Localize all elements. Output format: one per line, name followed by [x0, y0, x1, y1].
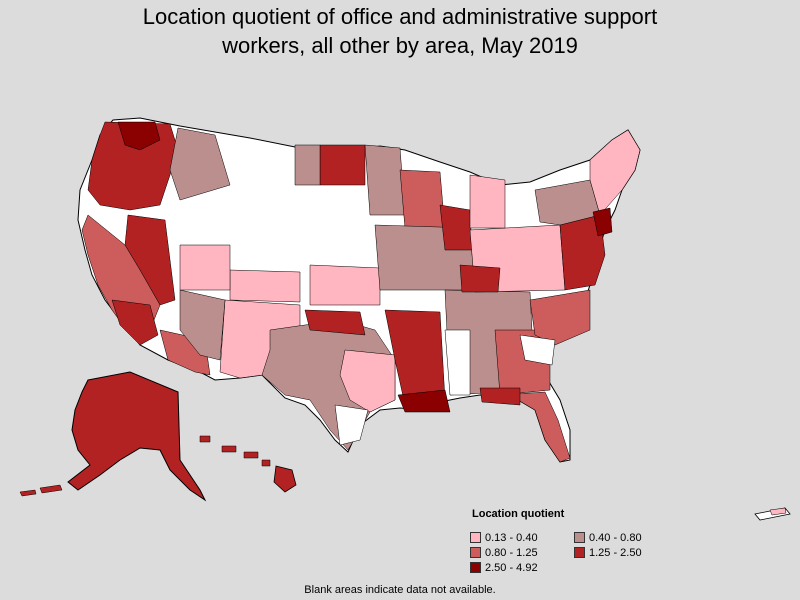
region-gulf-coast: [397, 389, 451, 413]
region-carolinas: [529, 289, 591, 346]
legend-swatch: [574, 547, 585, 558]
region-mississippi: [444, 329, 471, 396]
legend-item-0: 0.13 - 0.40: [470, 531, 574, 544]
region-new-england: [589, 129, 641, 216]
legend-label: 0.40 - 0.80: [589, 531, 642, 544]
region-florida-panhandle: [479, 387, 521, 406]
region-houston: [334, 404, 369, 446]
legend-item-1: 0.40 - 0.80: [574, 531, 684, 544]
legend-title: Location quotient: [472, 508, 565, 520]
legend-items: 0.13 - 0.40 0.40 - 0.80 0.80 - 1.25 1.25…: [470, 531, 690, 574]
region-arizona-central: [179, 289, 226, 361]
region-hawaii-big-island: [273, 465, 297, 493]
title-line-2: workers, all other by area, May 2019: [222, 33, 578, 58]
region-minnesota: [364, 144, 406, 216]
region-sc-inland: [519, 334, 556, 366]
region-alaska-islands: [19, 484, 63, 497]
region-kansas: [309, 264, 381, 306]
legend-label: 0.13 - 0.40: [485, 531, 538, 544]
legend-swatch: [470, 547, 481, 558]
region-michigan: [469, 174, 506, 229]
legend: Location quotient 0.13 - 0.40 0.40 - 0.8…: [470, 508, 690, 574]
region-north-dakota-east: [319, 144, 366, 186]
region-puerto-rico-metro: [769, 507, 787, 516]
region-florida: [499, 391, 571, 463]
region-oklahoma: [304, 309, 366, 336]
region-colorado: [229, 269, 301, 303]
legend-swatch: [470, 532, 481, 543]
legend-item-4: 2.50 - 4.92: [470, 561, 574, 574]
blank-areas-note: Blank areas indicate data not available.: [304, 584, 496, 596]
legend-label: 1.25 - 2.50: [589, 546, 642, 559]
region-new-york: [534, 179, 601, 226]
region-chicago: [439, 204, 473, 251]
region-utah-pink: [179, 244, 231, 291]
region-idaho-montana-rosy: [169, 127, 231, 201]
title-line-1: Location quotient of office and administ…: [142, 4, 658, 29]
legend-item-2: 0.80 - 1.25: [470, 546, 574, 559]
region-wisconsin: [399, 169, 446, 231]
region-socal: [111, 299, 159, 346]
legend-label: 2.50 - 4.92: [485, 561, 538, 574]
legend-label: 0.80 - 1.25: [485, 546, 538, 559]
legend-item-3: 1.25 - 2.50: [574, 546, 684, 559]
region-alaska: [67, 371, 207, 502]
region-dakota-rosy: [294, 144, 321, 186]
region-seattle: [117, 121, 161, 151]
region-hawaii-small-islands: [199, 435, 271, 467]
map-title: Location quotient of office and administ…: [0, 2, 800, 60]
region-nyc: [592, 207, 613, 237]
legend-swatch: [574, 532, 585, 543]
legend-swatch: [470, 562, 481, 573]
region-kentucky-west: [459, 264, 501, 293]
